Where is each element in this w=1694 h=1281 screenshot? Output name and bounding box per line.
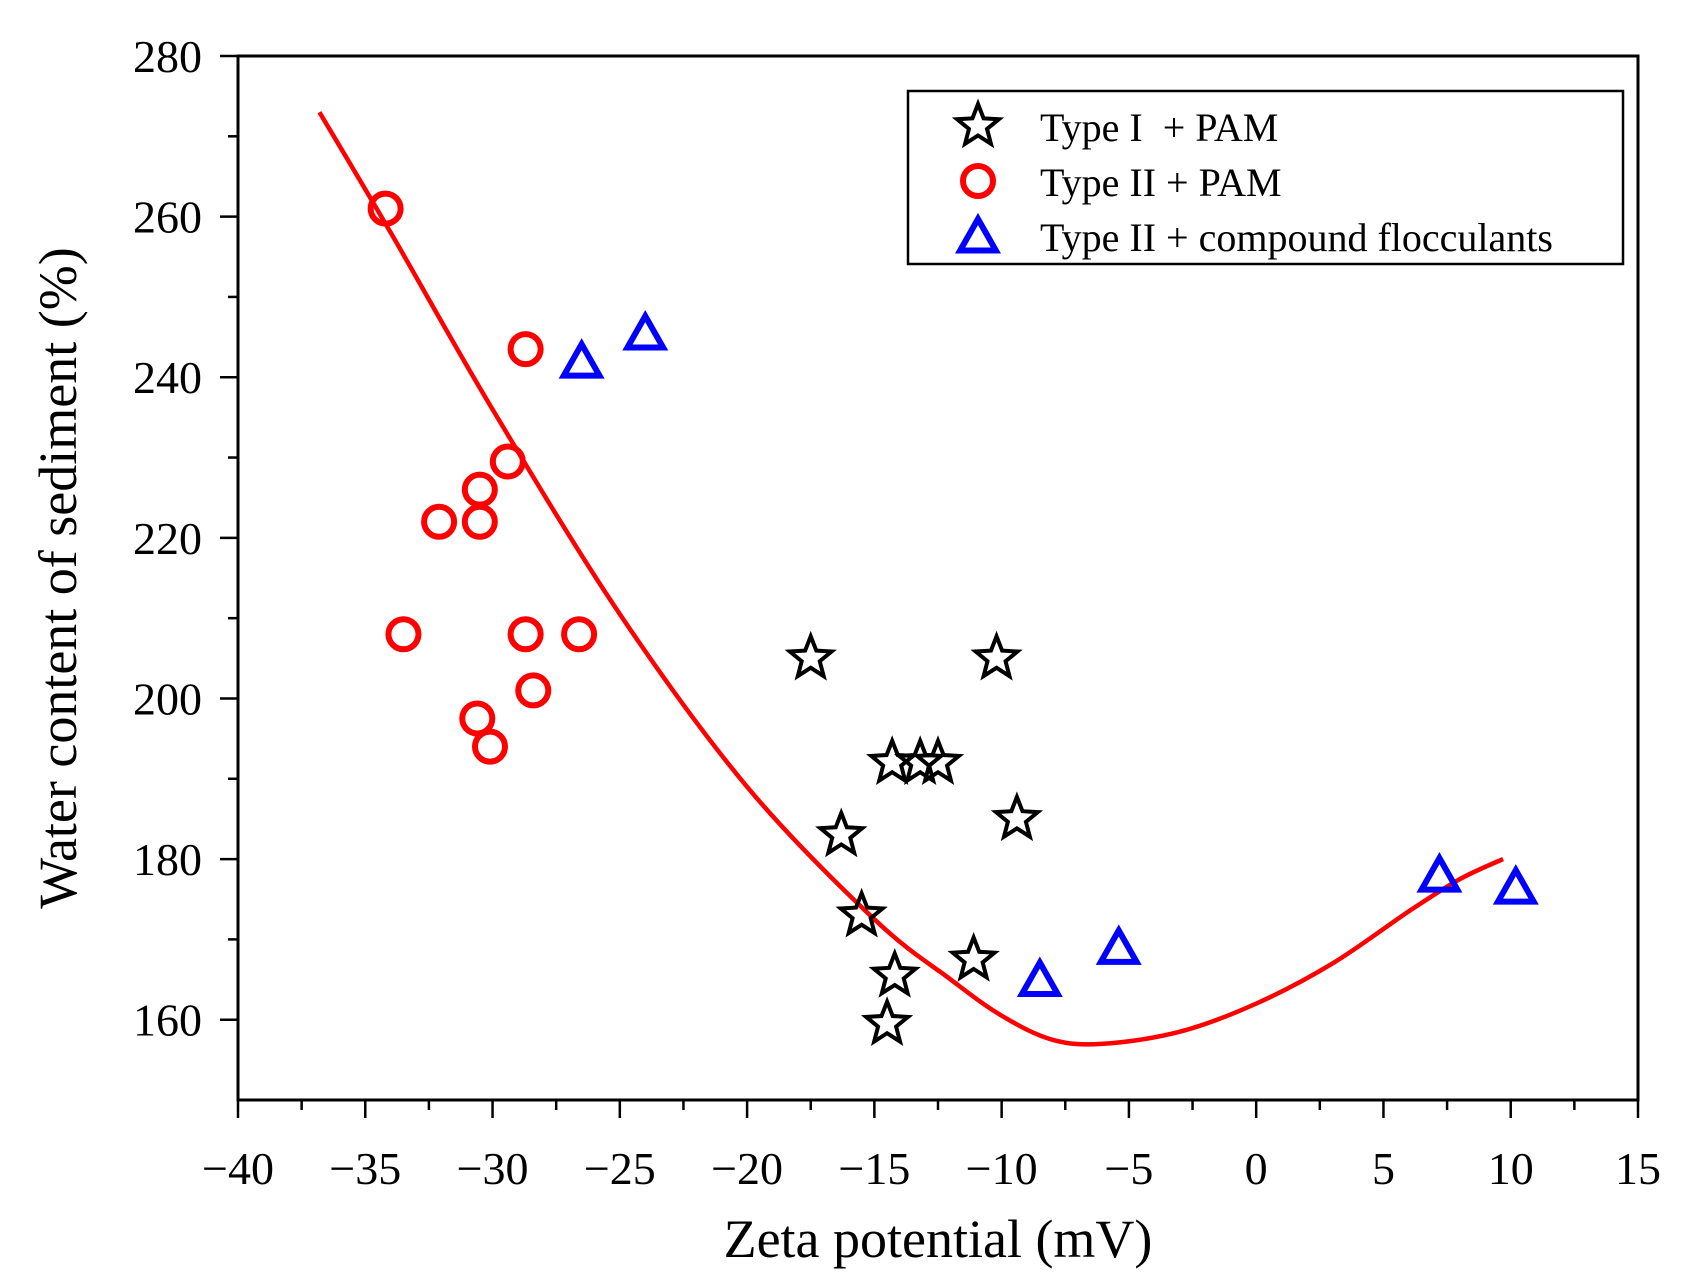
type2-pam-point xyxy=(515,672,552,709)
x-tick-label: −20 xyxy=(711,1143,783,1194)
fit-curve xyxy=(317,111,1505,1047)
x-tick-label: −40 xyxy=(202,1143,274,1194)
type2-pam-point xyxy=(561,616,598,653)
x-tick-label: −35 xyxy=(329,1143,401,1194)
type2-pam-point xyxy=(507,616,544,653)
type1-pam-point xyxy=(860,996,914,1046)
y-tick-label: 160 xyxy=(133,995,202,1046)
x-tick-label: −30 xyxy=(457,1143,529,1194)
y-tick-label: 200 xyxy=(133,673,202,724)
legend-label-type2-compound: Type II + compound flocculants xyxy=(1040,215,1553,260)
type2-compound-point xyxy=(558,338,605,379)
y-axis-title: Water content of sediment (%) xyxy=(28,247,88,908)
x-tick-label: 10 xyxy=(1488,1143,1534,1194)
y-tick-label: 180 xyxy=(133,834,202,885)
type2-pam-point xyxy=(459,700,496,737)
y-tick-label: 240 xyxy=(133,352,202,403)
legend-circle-icon xyxy=(960,163,996,199)
type2-compound-point xyxy=(1492,864,1539,905)
type2-pam-point xyxy=(461,503,498,540)
x-tick-label: 15 xyxy=(1615,1143,1661,1194)
legend-markers xyxy=(951,98,1005,254)
type1-pam-point xyxy=(815,807,868,858)
x-tick-label: 5 xyxy=(1372,1143,1395,1194)
type2-pam-point xyxy=(367,190,404,227)
type2-compound-point xyxy=(1095,924,1142,965)
legend: Type I + PAM Type II + PAM Type II + com… xyxy=(906,89,1625,266)
x-tick-label: −10 xyxy=(966,1143,1038,1194)
x-axis-title: Zeta potential (mV) xyxy=(724,1209,1153,1269)
legend-triangle-icon xyxy=(954,212,1002,254)
x-tick-label: −15 xyxy=(838,1143,910,1194)
type2-pam-point xyxy=(461,471,498,508)
type2-pam-point xyxy=(385,616,422,653)
legend-box xyxy=(906,89,1625,266)
y-tick-label: 260 xyxy=(133,192,202,243)
type2-pam-point xyxy=(472,728,508,765)
type1-pam-point xyxy=(911,735,965,785)
type2-compound-point xyxy=(622,309,669,351)
type2-pam-point xyxy=(421,503,458,540)
legend-label-type2-pam: Type II + PAM xyxy=(1040,160,1282,205)
x-tick-labels: −40 −35 −30 −25 −20 −15 −10 −5 0 5 10 15 xyxy=(202,1143,1661,1194)
type1-pam-point xyxy=(970,630,1023,681)
type1-pam-point xyxy=(990,791,1044,842)
y-tick-labels: 160 180 200 220 240 260 280 xyxy=(133,31,202,1046)
legend-star-icon xyxy=(951,98,1005,149)
x-tick-label: −5 xyxy=(1104,1143,1153,1194)
type2-pam-point xyxy=(489,443,526,480)
type1-pam-point xyxy=(868,948,921,998)
type1-pam-point xyxy=(784,630,837,681)
legend-label-type1-pam: Type I + PAM xyxy=(1040,105,1278,150)
type2-pam-point xyxy=(507,331,544,368)
axis-ticks xyxy=(220,54,1640,1118)
x-tick-label: 0 xyxy=(1245,1143,1268,1194)
type1-pam-point xyxy=(835,887,888,938)
type1-pam-point xyxy=(894,735,947,785)
x-tick-label: −25 xyxy=(584,1143,656,1194)
y-tick-label: 220 xyxy=(133,513,202,564)
y-tick-label: 280 xyxy=(133,31,202,82)
type2-compound-point xyxy=(1016,956,1063,997)
type1-pam-point xyxy=(947,931,1000,982)
type2-compound-point xyxy=(1416,852,1463,893)
data-markers xyxy=(367,190,1539,1046)
